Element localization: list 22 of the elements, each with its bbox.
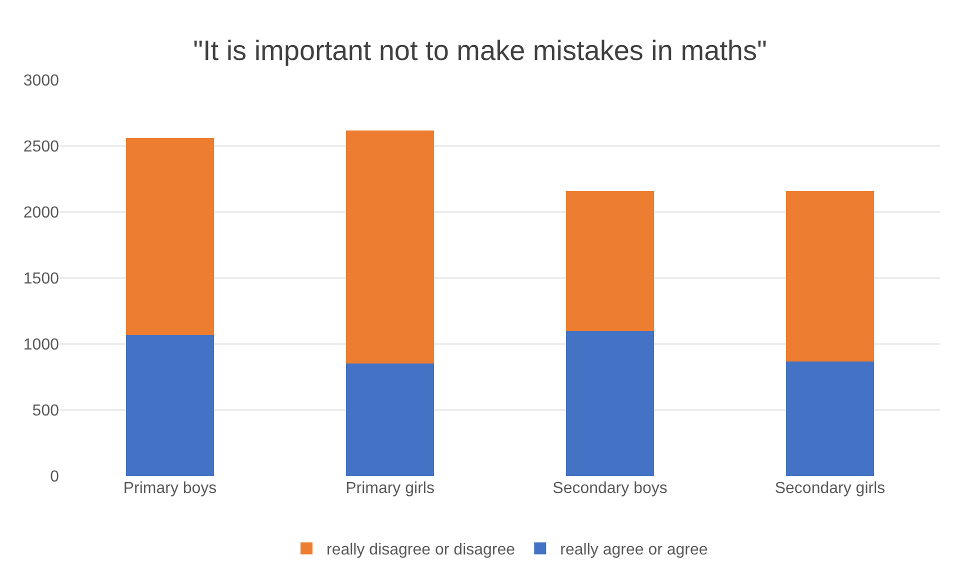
x-tick-label: Primary girls <box>346 480 434 497</box>
x-tick-label: Secondary girls <box>774 480 886 497</box>
bar <box>126 138 214 335</box>
x-tick-label: Secondary boys <box>552 480 668 497</box>
bar <box>786 361 874 476</box>
y-tick-label: 500 <box>32 402 60 420</box>
y-tick-label: 1000 <box>23 336 60 354</box>
legend-label: really agree or agree <box>560 542 708 559</box>
bar <box>126 334 214 476</box>
legend-label: really disagree or disagree <box>326 542 516 559</box>
x-tick-label: Primary boys <box>123 480 217 497</box>
y-tick-label: 1500 <box>23 270 60 288</box>
y-tick-label: 2000 <box>23 204 60 222</box>
y-tick-label: 0 <box>50 468 60 486</box>
y-tick-label: 2500 <box>23 138 60 156</box>
bar <box>346 130 434 364</box>
bar <box>786 191 874 362</box>
bar <box>566 190 654 331</box>
bar <box>346 364 434 476</box>
chart-title: "It is important not to make mistakes in maths" <box>193 35 767 66</box>
bar <box>566 330 654 476</box>
y-tick-label: 3000 <box>23 72 60 90</box>
